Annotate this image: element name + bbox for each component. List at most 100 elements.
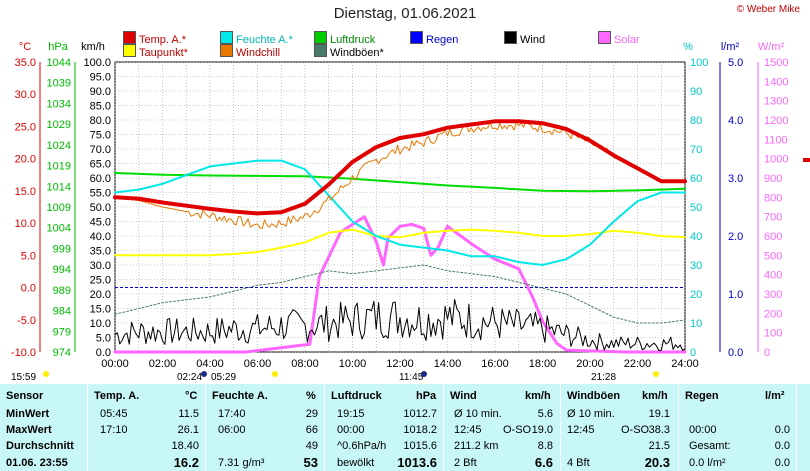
tick-label-temp: 15.0 — [15, 186, 36, 198]
stats-cell-wind-a: 2 Bft — [454, 457, 477, 469]
tick-label-wind: 50.0 — [90, 202, 111, 214]
stats-cell-press-time: 00:00 — [337, 424, 365, 436]
tick-label-humidity: 10 — [690, 318, 702, 330]
tick-label-pressure: 1024 — [47, 140, 71, 152]
tick-label-wind: 55.0 — [90, 188, 111, 200]
legend-swatch — [410, 31, 423, 44]
stats-cell-gust-val: 20.3 — [644, 455, 670, 470]
legend-label: Feuchte A.* — [236, 34, 293, 46]
legend-swatch — [220, 44, 233, 57]
tick-label-humidity: 80 — [690, 115, 702, 127]
stats-cell-wind-val: 19.0 — [531, 424, 553, 436]
tick-label-solar: 100 — [764, 328, 782, 340]
stats-cell-hum-time: 17:40 — [218, 408, 246, 420]
stats-cell-press-val: 1012.7 — [403, 408, 437, 420]
legend-label: Taupunkt* — [139, 47, 188, 59]
axis-header-hum: % — [683, 41, 693, 53]
stats-cell-temp-time: 05:45 — [100, 408, 128, 420]
tick-label-humidity: 40 — [690, 231, 702, 243]
right-edge-mark — [803, 158, 810, 162]
stats-header-temp-unit: °C — [185, 390, 198, 402]
stats-row: MaxWert 17:10 26.1 06:00 66 00:00 1018.2 12:45 O… — [0, 422, 810, 438]
sunrise-label: 05:29 — [211, 372, 237, 383]
tick-label-solar: 1500 — [764, 57, 788, 69]
stats-cell-press-val: 1018.2 — [403, 424, 437, 436]
stats-cell-gust-val: 21.5 — [648, 440, 670, 452]
legend-item: Luftdruck — [314, 31, 375, 46]
stats-header-sensor: Sensor — [6, 390, 44, 402]
tick-label-pressure: 1034 — [47, 98, 71, 110]
tick-label-pressure: 1019 — [47, 161, 71, 173]
tick-label-rain: 4.0 — [728, 115, 743, 127]
legend-swatch — [598, 31, 611, 44]
stats-cell-gust-a: 4 Bft — [567, 457, 590, 469]
x-tick-label: 20:00 — [576, 358, 604, 370]
tick-label-solar: 1000 — [764, 154, 788, 166]
series-wind — [114, 299, 686, 352]
legend-label: Windböen* — [330, 47, 384, 59]
stats-header-temp: Temp. A. — [94, 390, 140, 402]
tick-label-wind: 90.0 — [90, 86, 111, 98]
tick-label-humidity: 20 — [690, 289, 702, 301]
stats-header-wind-unit: km/h — [525, 390, 551, 402]
stats-cell-temp-time: 17:10 — [100, 424, 128, 436]
x-tick-label: 18:00 — [529, 358, 557, 370]
chart-title: Dienstag, 01.06.2021 — [333, 5, 477, 22]
legend-swatch — [314, 44, 327, 57]
tick-label-wind: 70.0 — [90, 144, 111, 156]
legend-label: Windchill — [236, 47, 281, 59]
axis-header-wind: km/h — [81, 41, 105, 53]
tick-label-wind: 30.0 — [90, 260, 111, 272]
stats-header-wind: Wind — [450, 390, 477, 402]
marker-icon — [43, 371, 49, 377]
x-tick-label: 02:00 — [149, 358, 177, 370]
max-time-label: 11:45 — [399, 372, 424, 383]
stats-cell-hum-val: 29 — [305, 408, 318, 420]
x-tick-label: 06:00 — [244, 358, 272, 370]
tick-label-temp: 35.0 — [15, 57, 36, 69]
stats-header-gust: Windböen — [567, 390, 621, 402]
stats-header-rain-unit: l/m² — [765, 390, 785, 402]
stats-cell-gust-val: 38.3 — [648, 424, 670, 436]
tick-label-wind: 40.0 — [90, 231, 111, 243]
legend-item: Windchill — [220, 44, 280, 59]
tick-label-solar: 700 — [764, 212, 782, 224]
marker-icon — [201, 371, 207, 377]
legend-label: Regen — [426, 34, 459, 46]
stats-cell-temp-val: 26.1 — [177, 424, 199, 436]
tick-label-solar: 200 — [764, 308, 782, 320]
tick-label-temp: -5.0 — [17, 315, 36, 327]
stats-cell-wind-val: 6.6 — [534, 455, 553, 470]
now-time-label: 15:59 — [11, 372, 37, 383]
tick-label-wind: 85.0 — [90, 101, 111, 113]
axis-header-solar: W/m² — [758, 41, 785, 53]
tick-label-pressure: 974 — [53, 347, 71, 359]
stats-cell-hum-val: 66 — [305, 424, 318, 436]
tick-label-pressure: 994 — [53, 264, 71, 276]
tick-label-wind: 75.0 — [90, 130, 111, 142]
stats-cell-press-time: bewölkt — [337, 457, 375, 469]
tick-label-pressure: 999 — [53, 243, 71, 255]
stats-cell-wind-a: Ø 10 min. — [454, 408, 502, 420]
marker-icon — [653, 371, 659, 377]
tick-label-wind: 20.0 — [90, 289, 111, 301]
axis-header-rain: l/m² — [721, 41, 740, 53]
stats-cell-wind-val: 5.6 — [537, 408, 553, 420]
axis-header-temp: °C — [19, 41, 31, 53]
legend-label: Luftdruck — [330, 34, 376, 46]
tick-label-humidity: 50 — [690, 202, 702, 214]
tick-label-wind: 95.0 — [90, 72, 111, 84]
tick-label-rain: 2.0 — [728, 231, 743, 243]
tick-label-pressure: 1014 — [47, 181, 71, 193]
x-tick-label: 24:00 — [671, 358, 699, 370]
stats-header-press: Luftdruck — [331, 390, 382, 402]
tick-label-wind: 65.0 — [90, 159, 111, 171]
legend-swatch — [314, 31, 327, 44]
legend-item: Regen — [410, 31, 458, 46]
tick-label-pressure: 984 — [53, 306, 71, 318]
stats-cell-label: 01.06. 23:55 — [6, 457, 68, 469]
tick-label-rain: 0.0 — [728, 347, 743, 359]
series-windb-en — [114, 264, 686, 324]
legend-item: Solar — [598, 31, 640, 46]
tick-label-solar: 600 — [764, 231, 782, 243]
